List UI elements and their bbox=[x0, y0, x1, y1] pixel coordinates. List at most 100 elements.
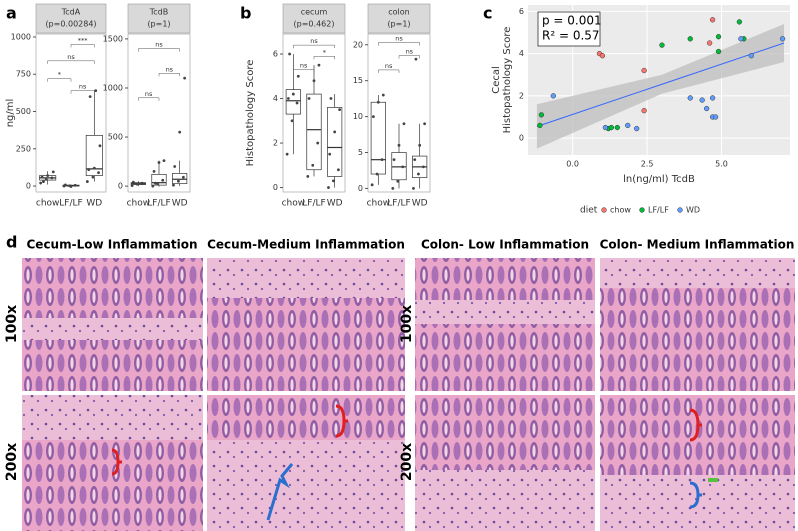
point bbox=[286, 97, 290, 100]
facet-title: cecum bbox=[301, 8, 328, 17]
point bbox=[380, 158, 384, 162]
comparison-label: * bbox=[323, 48, 327, 56]
comparison-label: ns bbox=[310, 37, 318, 45]
legend-marker bbox=[639, 207, 645, 213]
point bbox=[413, 158, 417, 162]
facet-subtitle: (p=0.00284) bbox=[45, 20, 96, 29]
point bbox=[296, 74, 300, 78]
point bbox=[94, 89, 98, 93]
comparison-label: ns bbox=[166, 65, 174, 73]
point bbox=[703, 105, 710, 112]
point bbox=[316, 141, 320, 145]
y-tick-label: 20 bbox=[353, 40, 363, 49]
point bbox=[402, 122, 406, 126]
point bbox=[423, 122, 427, 126]
point bbox=[295, 101, 299, 105]
x-tick-label: 0.0 bbox=[566, 160, 579, 169]
point bbox=[328, 152, 332, 156]
x-tick-label: WD bbox=[327, 199, 343, 209]
point bbox=[172, 183, 175, 187]
point bbox=[177, 179, 180, 183]
point bbox=[641, 67, 647, 74]
y-axis-label: ng/ml bbox=[5, 99, 16, 128]
point bbox=[659, 42, 665, 48]
point bbox=[130, 184, 134, 188]
point bbox=[178, 130, 182, 134]
y-tick-label: 500 bbox=[16, 107, 31, 116]
comparison-label: ns bbox=[79, 83, 87, 91]
point bbox=[709, 95, 716, 101]
point bbox=[376, 100, 380, 104]
panel-label: b bbox=[240, 4, 251, 23]
point bbox=[288, 52, 292, 56]
box bbox=[306, 93, 322, 171]
box bbox=[327, 107, 343, 177]
point bbox=[614, 124, 620, 131]
facet-title: TcdA bbox=[61, 8, 81, 17]
point bbox=[131, 180, 135, 184]
box bbox=[285, 89, 301, 115]
point bbox=[291, 92, 295, 96]
point bbox=[418, 143, 422, 147]
point bbox=[64, 183, 67, 187]
point bbox=[46, 174, 50, 178]
point bbox=[336, 168, 340, 172]
box bbox=[85, 135, 103, 176]
fit-line bbox=[536, 42, 785, 127]
y-tick-label: 0 bbox=[273, 183, 278, 192]
point bbox=[779, 36, 786, 42]
point bbox=[412, 187, 415, 190]
comparison-bracket bbox=[138, 48, 180, 52]
legend-label: WD bbox=[686, 206, 700, 215]
x-tick-label: LF/LF bbox=[302, 199, 325, 209]
y-tick-label: 2 bbox=[519, 91, 524, 100]
point bbox=[715, 48, 722, 55]
comparison-bracket bbox=[138, 97, 160, 101]
facet-title: TcdB bbox=[149, 8, 169, 17]
x-tick-label: LF/LF bbox=[59, 199, 82, 209]
point bbox=[311, 163, 315, 167]
point bbox=[699, 97, 705, 103]
point bbox=[98, 144, 102, 148]
point bbox=[687, 95, 693, 101]
point bbox=[329, 97, 333, 100]
comparison-bracket bbox=[158, 73, 180, 77]
y-tick-label: 15 bbox=[353, 76, 363, 85]
x-tick-label: 5.0 bbox=[715, 160, 728, 169]
y-tick-label: 0 bbox=[519, 134, 524, 143]
facet-subtitle: (p=1) bbox=[387, 20, 410, 29]
comparison-label: ns bbox=[155, 41, 163, 49]
point bbox=[414, 57, 418, 61]
comparison-label: ns bbox=[395, 35, 403, 43]
y-tick-label: 5 bbox=[358, 148, 363, 157]
facet-strip bbox=[127, 3, 191, 34]
point bbox=[157, 161, 161, 164]
point bbox=[625, 122, 631, 129]
point bbox=[136, 182, 140, 186]
point bbox=[396, 179, 400, 183]
y-axis-label: Histopathology Score bbox=[502, 27, 513, 134]
comparison-label: ns bbox=[67, 53, 75, 61]
point bbox=[338, 108, 342, 112]
y-tick-label: 0 bbox=[118, 182, 123, 191]
point bbox=[85, 180, 89, 183]
comparison-bracket bbox=[70, 90, 95, 94]
y-tick-label: 500 bbox=[108, 133, 123, 142]
x-tick-label: chow bbox=[127, 199, 151, 209]
point bbox=[290, 119, 294, 123]
box bbox=[172, 173, 188, 185]
comparison-bracket bbox=[47, 60, 95, 64]
point bbox=[608, 124, 615, 131]
point bbox=[327, 186, 330, 189]
panel-label: c bbox=[483, 4, 492, 23]
x-tick-label: chow bbox=[282, 199, 306, 209]
point bbox=[537, 122, 543, 129]
point bbox=[91, 175, 95, 179]
comparison-label: ns bbox=[385, 62, 393, 70]
y-tick-label: 1000 bbox=[103, 83, 123, 92]
point bbox=[40, 175, 44, 179]
facet-subtitle: (p=0.462) bbox=[294, 20, 335, 29]
point bbox=[50, 176, 54, 180]
facet-strip bbox=[367, 3, 431, 34]
facet-strip bbox=[35, 3, 107, 34]
